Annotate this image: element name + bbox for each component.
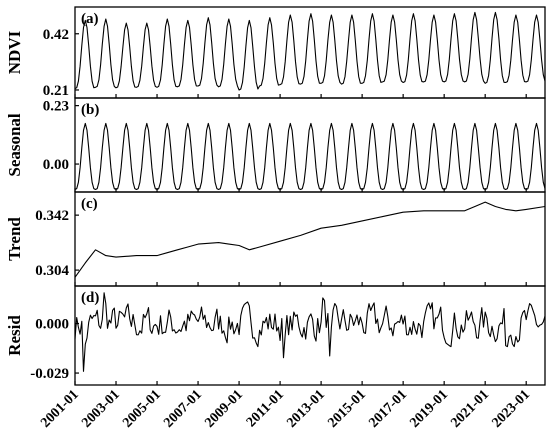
xtick-label: 2005-01: [120, 387, 164, 431]
xtick-label: 2013-01: [284, 387, 328, 431]
series-line-panel-1: [74, 11, 546, 91]
panel-frame-1: [74, 6, 546, 99]
y-axis-label: Trend: [5, 217, 24, 261]
ytick-label: 0.23: [43, 99, 69, 115]
panel-frame-2: [74, 97, 546, 193]
panel-tag: (c): [81, 196, 98, 212]
series-line-panel-3: [74, 201, 546, 278]
panel-tag: (b): [81, 102, 99, 118]
xtick-label: 2021-01: [448, 387, 492, 431]
xtick-label: 2003-01: [79, 387, 123, 431]
series-line-panel-2: [74, 122, 546, 191]
ytick-label: 0.342: [35, 208, 69, 224]
xtick-label: 2011-01: [244, 387, 287, 430]
xtick-label: 2017-01: [366, 387, 410, 431]
y-axis-label: Seasonal: [5, 113, 24, 177]
xtick-label: 2019-01: [407, 387, 451, 431]
xtick-label: 2001-01: [38, 387, 82, 431]
xtick-label: 2009-01: [202, 387, 246, 431]
ytick-label: 0.00: [43, 157, 69, 173]
xtick-label: 2023-01: [489, 387, 533, 431]
panel-frame-4: [74, 285, 546, 386]
ytick-label: 0.000: [35, 317, 69, 333]
ytick-label: 0.21: [43, 83, 69, 99]
xtick-label: 2015-01: [325, 387, 369, 431]
panel-tag: (d): [81, 290, 99, 306]
series-line-panel-4: [74, 292, 546, 372]
ytick-label: -0.029: [30, 366, 69, 382]
y-axis-label: Resid: [5, 315, 24, 356]
ytick-label: 0.42: [43, 27, 69, 43]
y-axis-label: NDVI: [5, 30, 24, 74]
panel-tag: (a): [81, 11, 99, 27]
xtick-label: 2007-01: [161, 387, 205, 431]
ytick-label: 0.304: [35, 263, 69, 279]
